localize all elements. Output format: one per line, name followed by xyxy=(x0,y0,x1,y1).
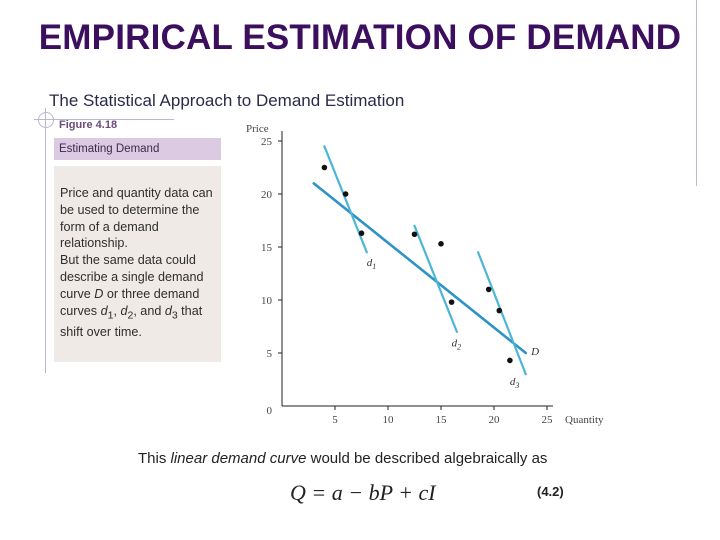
curve-label: d3 xyxy=(510,376,520,390)
figure-label: Figure 4.18 xyxy=(59,119,118,131)
curve-label-subscript: 2 xyxy=(457,343,461,352)
y-tick-label: 5 xyxy=(267,348,273,360)
data-point xyxy=(448,299,455,305)
decorative-ring xyxy=(38,112,54,128)
data-point xyxy=(342,191,349,197)
y-tick-label: 10 xyxy=(261,295,273,307)
chart-axes: 5 10 15 20 25 0 5 10 15 20 25 Quantity Price xyxy=(246,123,604,426)
y-tick-label: 0 xyxy=(267,405,273,417)
figure-description: Price and quantity data can be used to d… xyxy=(60,185,220,341)
description-paragraph-2: But the same data could describe a singl… xyxy=(60,253,204,339)
curve-label-subscript: 1 xyxy=(372,262,376,271)
x-tick-label: 15 xyxy=(436,414,448,426)
slide-subtitle: The Statistical Approach to Demand Estim… xyxy=(49,91,405,110)
y-tick-label: 20 xyxy=(261,189,273,201)
y-tick-label: 15 xyxy=(261,242,273,254)
demand-curve-d1 xyxy=(323,145,368,254)
curve-label: d2 xyxy=(452,338,462,352)
data-points xyxy=(321,164,513,364)
equation-number: (4.2) xyxy=(537,484,564,499)
data-point xyxy=(485,286,492,293)
curve-label: D xyxy=(530,346,539,358)
decorative-rule-right xyxy=(696,0,697,186)
curve-labels: d1 d2 d3 D xyxy=(367,257,539,390)
decorative-rule-vertical xyxy=(45,108,46,373)
curve-label: d1 xyxy=(367,257,377,271)
data-point xyxy=(321,164,328,171)
figure-caption-box xyxy=(54,138,221,160)
y-axis-label: Price xyxy=(246,123,269,135)
figure-caption: Estimating Demand xyxy=(59,143,160,155)
data-point xyxy=(358,230,365,237)
data-point xyxy=(507,357,513,364)
decorative-rule xyxy=(34,119,174,120)
bottom-caption: This linear demand curve would be descri… xyxy=(138,450,548,467)
curve-label-subscript: 3 xyxy=(514,381,519,390)
x-tick-label: 25 xyxy=(542,414,554,426)
demand-curves xyxy=(312,145,528,376)
data-point xyxy=(496,307,503,314)
demand-curve-d3 xyxy=(477,251,527,376)
slide-title: EMPIRICAL ESTIMATION OF DEMAND xyxy=(38,18,682,57)
demand-equation: Q = a − bP + cI xyxy=(290,480,436,505)
demand-scatter-chart: 5 10 15 20 25 0 5 10 15 20 25 Quantity Price d1 d2 d3 D xyxy=(246,123,604,426)
data-point xyxy=(411,231,418,238)
demand-curve-d2 xyxy=(413,224,458,333)
description-paragraph-1: Price and quantity data can be used to d… xyxy=(60,186,213,251)
x-tick-label: 10 xyxy=(383,414,395,426)
demand-curve-d xyxy=(312,182,528,355)
x-tick-label: 5 xyxy=(332,414,338,426)
x-axis-label: Quantity xyxy=(565,414,604,426)
data-point xyxy=(438,241,444,247)
y-tick-label: 25 xyxy=(261,136,273,148)
description-panel xyxy=(54,166,221,362)
x-tick-label: 20 xyxy=(489,414,501,426)
